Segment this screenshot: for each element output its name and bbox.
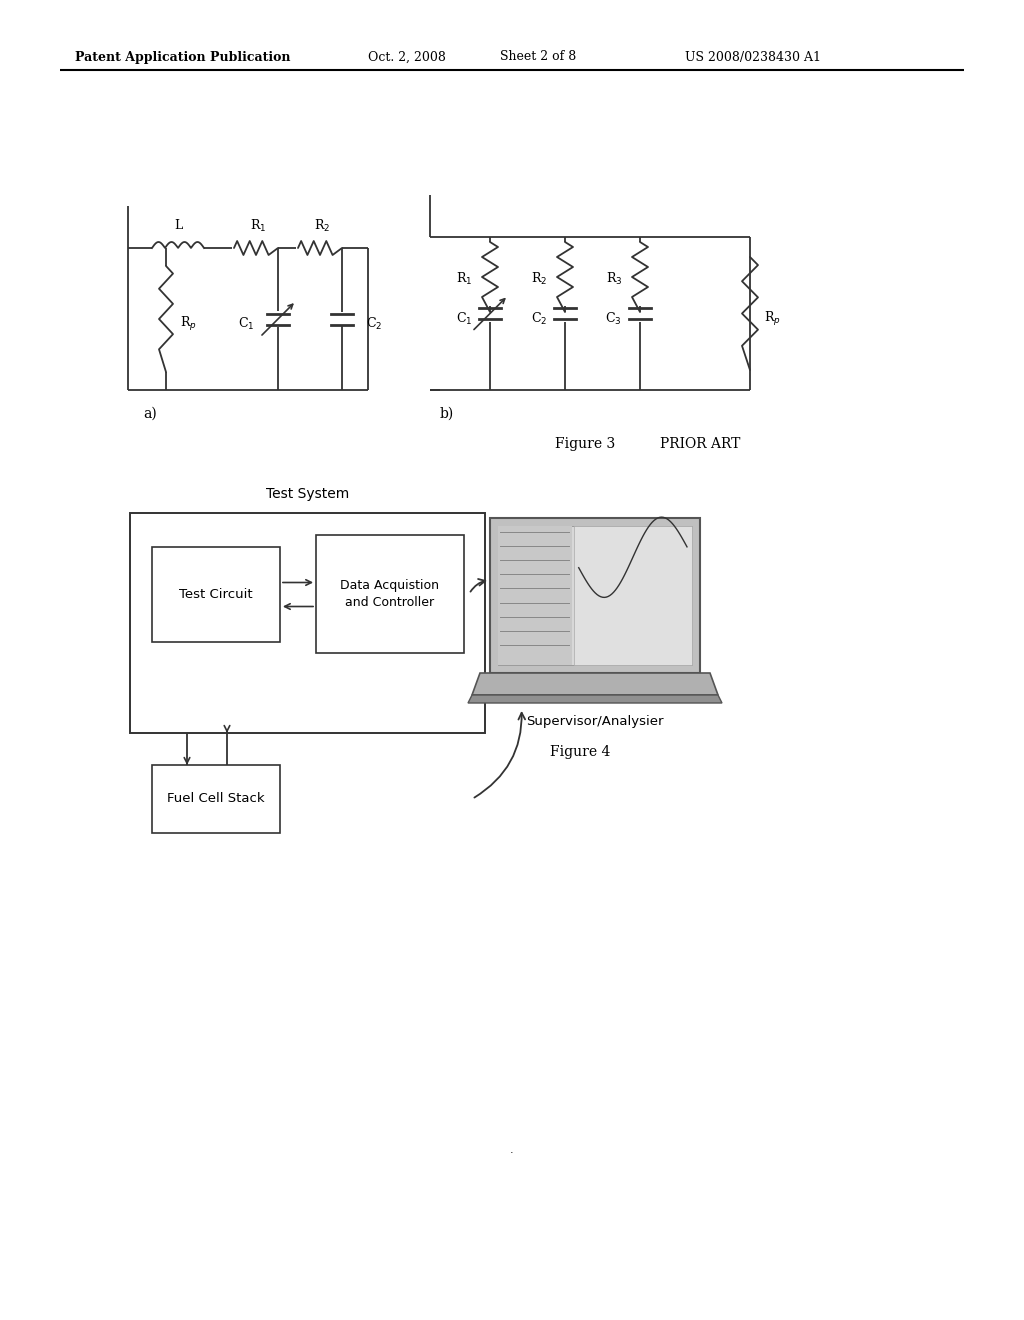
- Text: US 2008/0238430 A1: US 2008/0238430 A1: [685, 50, 821, 63]
- Bar: [490, 517, 700, 673]
- Polygon shape: [472, 673, 718, 696]
- Text: R$_3$: R$_3$: [605, 271, 622, 286]
- Text: C$_2$: C$_2$: [530, 310, 547, 326]
- Text: Test Circuit: Test Circuit: [179, 587, 253, 601]
- Text: Patent Application Publication: Patent Application Publication: [75, 50, 291, 63]
- Text: and Controller: and Controller: [345, 597, 434, 610]
- Bar: [316, 535, 464, 653]
- Text: Sheet 2 of 8: Sheet 2 of 8: [500, 50, 577, 63]
- Text: C$_2$: C$_2$: [366, 315, 382, 333]
- Text: .: .: [510, 1144, 514, 1155]
- Text: R$_2$: R$_2$: [314, 218, 330, 234]
- Text: Data Acquistion: Data Acquistion: [341, 578, 439, 591]
- Text: R$_p$: R$_p$: [180, 315, 197, 333]
- Text: C$_1$: C$_1$: [238, 315, 254, 333]
- Text: a): a): [143, 407, 157, 421]
- Bar: [130, 513, 485, 733]
- Text: C$_3$: C$_3$: [605, 310, 622, 326]
- Text: Figure 3: Figure 3: [555, 437, 615, 451]
- Text: Test System: Test System: [266, 487, 349, 502]
- Polygon shape: [468, 696, 722, 704]
- Bar: [573, 525, 692, 665]
- Bar: [152, 546, 280, 642]
- Text: Fuel Cell Stack: Fuel Cell Stack: [167, 792, 265, 805]
- Text: R$_p$: R$_p$: [764, 309, 780, 327]
- Text: Supervisor/Analysier: Supervisor/Analysier: [526, 715, 664, 729]
- Text: R$_2$: R$_2$: [530, 271, 547, 286]
- Text: Figure 4: Figure 4: [550, 744, 610, 759]
- Text: b): b): [440, 407, 455, 421]
- Text: R$_1$: R$_1$: [456, 271, 472, 286]
- Text: PRIOR ART: PRIOR ART: [660, 437, 740, 451]
- Text: C$_1$: C$_1$: [456, 310, 472, 326]
- Bar: [498, 525, 571, 665]
- Text: Oct. 2, 2008: Oct. 2, 2008: [368, 50, 445, 63]
- Bar: [498, 525, 692, 665]
- Bar: [152, 766, 280, 833]
- Text: L: L: [174, 219, 182, 232]
- Text: R$_1$: R$_1$: [250, 218, 266, 234]
